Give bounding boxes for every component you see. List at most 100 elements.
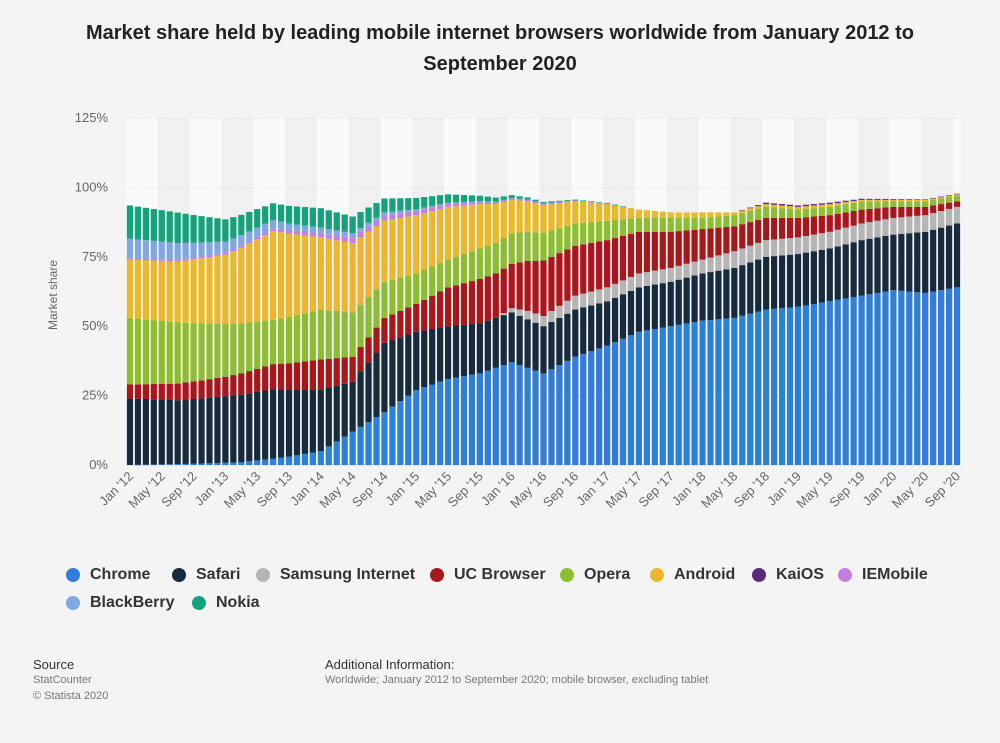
bar-segment-iemobile: [397, 213, 404, 218]
bar-segment-uc-browser: [580, 244, 587, 294]
bar-segment-chrome: [930, 291, 937, 465]
bar-segment-safari: [484, 320, 491, 371]
bar-segment-android: [230, 251, 237, 324]
legend-item-opera[interactable]: Opera: [560, 566, 630, 584]
bar-segment-chrome: [198, 463, 205, 465]
bar-segment-android: [182, 260, 189, 323]
bar-segment-android: [190, 259, 197, 324]
bar-segment-nokia: [142, 207, 149, 241]
x-tick-label: Sep '14: [349, 469, 390, 510]
bar-segment-chrome: [389, 406, 396, 465]
bar-segment-android: [142, 260, 149, 320]
x-tick-label: Sep '13: [254, 469, 295, 510]
bar-segment-iemobile: [540, 203, 547, 205]
bar-segment-samsung-internet: [508, 308, 515, 313]
bar-segment-opera: [715, 216, 722, 228]
legend-item-blackberry[interactable]: BlackBerry: [66, 594, 175, 612]
bar-segment-opera: [945, 197, 953, 203]
bar-segment-opera: [858, 201, 865, 210]
bar-segment-chrome: [651, 328, 658, 465]
bar-segment-safari: [246, 393, 253, 462]
bar-segment-uc-browser: [206, 379, 213, 398]
bar-segment-android: [945, 195, 953, 198]
bar-segment-safari: [707, 272, 714, 320]
bar-segment-nokia: [126, 205, 134, 239]
bar-segment-safari: [739, 265, 746, 316]
legend-item-iemobile[interactable]: IEMobile: [838, 566, 928, 584]
bar-segment-android: [349, 242, 356, 313]
bar-segment-uc-browser: [333, 358, 340, 386]
bar-segment-android: [588, 202, 595, 223]
bar-segment-nokia: [492, 197, 499, 202]
legend-item-kaios[interactable]: KaiOS: [752, 566, 824, 584]
bar-segment-android: [452, 206, 460, 257]
legend-item-android[interactable]: Android: [650, 566, 735, 584]
bar-segment-opera: [174, 322, 181, 384]
bar-segment-safari: [635, 287, 643, 332]
legend-item-nokia[interactable]: Nokia: [192, 594, 260, 612]
bar-segment-safari: [755, 259, 762, 312]
bar-segment-samsung-internet: [675, 265, 682, 280]
bar-segment-android: [643, 210, 650, 218]
bar-segment-iemobile: [429, 207, 436, 211]
bar-segment-opera: [341, 311, 348, 358]
bar-segment-opera: [914, 201, 921, 207]
bar-segment-nokia: [524, 197, 531, 200]
bar-segment-android: [755, 206, 762, 209]
bar-segment-opera: [190, 323, 197, 382]
legend-item-safari[interactable]: Safari: [172, 566, 240, 584]
bar-segment-blackberry: [341, 231, 348, 237]
bar-segment-safari: [818, 249, 825, 303]
bar-segment-uc-browser: [556, 253, 563, 306]
bar-segment-safari: [421, 330, 428, 388]
bar-segment-android: [206, 256, 213, 324]
bar-segment-uc-browser: [635, 231, 643, 274]
bar-segment-nokia: [580, 200, 587, 202]
bar-segment-safari: [874, 237, 881, 293]
bar-segment-safari: [715, 270, 722, 320]
bar-segment-samsung-internet: [572, 295, 579, 310]
bar-segment-chrome: [508, 362, 515, 465]
bar-segment-safari: [190, 398, 197, 464]
bar-segment-android: [389, 219, 396, 280]
bar-segment-chrome: [142, 464, 149, 466]
bar-segment-kaios: [842, 200, 849, 202]
bar-segment-chrome: [731, 317, 738, 465]
bar-segment-opera: [198, 323, 205, 381]
bar-segment-opera: [763, 206, 770, 218]
source-name: StatCounter: [33, 674, 92, 686]
legend-item-chrome[interactable]: Chrome: [66, 566, 150, 584]
bar-segment-uc-browser: [850, 211, 857, 226]
bar-segment-uc-browser: [532, 260, 539, 314]
legend-item-uc-browser[interactable]: UC Browser: [430, 566, 546, 584]
bar-segment-safari: [572, 309, 579, 357]
bar-segment-nokia: [349, 216, 356, 234]
bar-segment-uc-browser: [238, 373, 245, 395]
bar-segment-chrome: [270, 458, 277, 465]
bar-segment-safari: [938, 227, 945, 291]
y-tick-label: 125%: [75, 110, 109, 125]
bar-segment-iemobile: [580, 201, 587, 202]
bar-segment-chrome: [611, 342, 619, 465]
bar-segment-iemobile: [556, 202, 563, 204]
bar-segment-iemobile: [277, 229, 285, 233]
bar-segment-samsung-internet: [858, 223, 865, 241]
bar-segment-chrome: [786, 307, 794, 465]
bar-segment-uc-browser: [285, 363, 293, 391]
bar-segment-uc-browser: [254, 368, 261, 392]
bar-segment-android: [580, 201, 587, 223]
bar-segment-chrome: [460, 376, 468, 465]
bar-segment-safari: [651, 284, 658, 329]
bar-segment-samsung-internet: [659, 269, 666, 284]
bar-segment-uc-browser: [365, 337, 372, 363]
bar-segment-blackberry: [317, 227, 324, 234]
bar-segment-nokia: [429, 196, 436, 206]
legend-item-samsung-internet[interactable]: Samsung Internet: [256, 566, 415, 584]
bar-segment-safari: [134, 398, 142, 465]
bar-segment-iemobile: [373, 220, 380, 227]
bar-segment-safari: [349, 381, 356, 432]
bar-segment-samsung-internet: [914, 215, 921, 233]
bar-segment-blackberry: [444, 202, 452, 205]
legend-marker: [66, 568, 80, 582]
bar-segment-samsung-internet: [802, 235, 810, 253]
